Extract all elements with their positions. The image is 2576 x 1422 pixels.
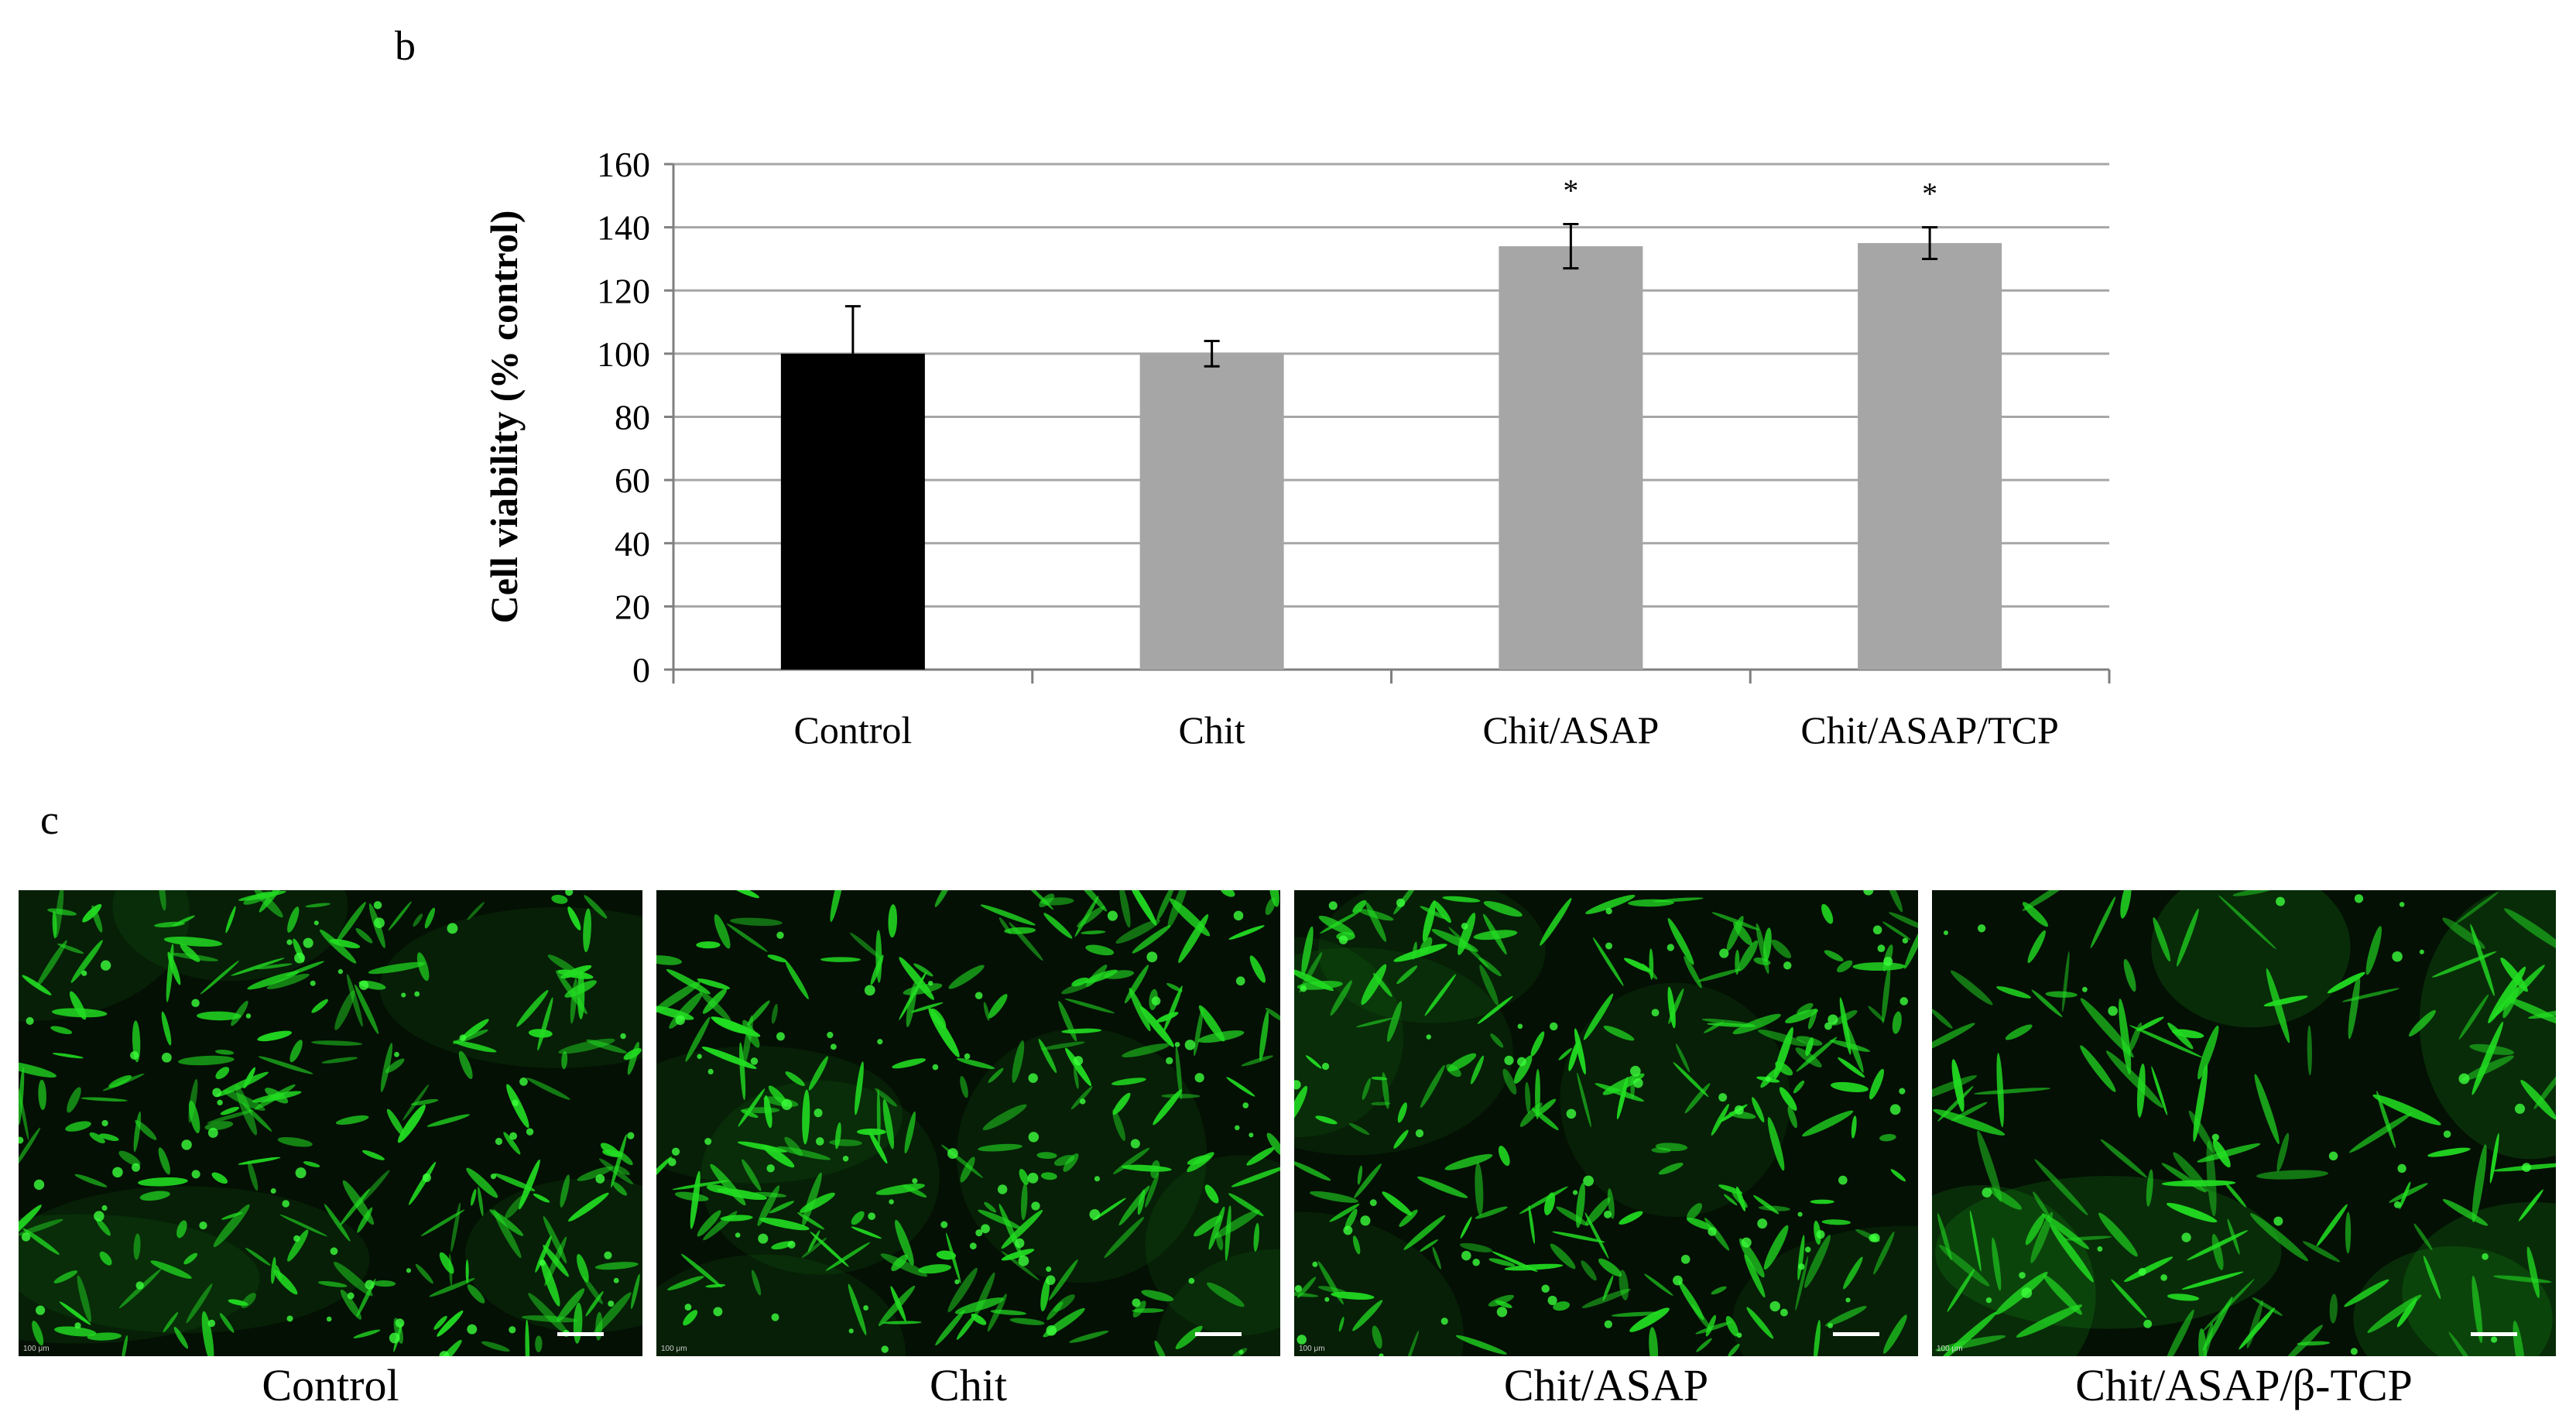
scale-text: 100 μm [1937, 1345, 1963, 1353]
y-tick-label: 40 [615, 524, 650, 564]
panel-label-b: b [395, 22, 416, 69]
y-axis-label: Cell viability (% control) [482, 211, 526, 624]
bar [780, 353, 925, 670]
category-label: Chit/ASAP/TCP [1800, 708, 2058, 752]
bar-chart: 0 20 40 60 80 100 120 140 160 Control Chit * Chit/AS… [482, 145, 2111, 752]
category-label: Chit [1179, 708, 1245, 752]
panel-label-c: c [40, 797, 59, 843]
micrograph-control: 100 μm [19, 890, 642, 1356]
micrograph-chit-asap-btcp: 100 μm [1932, 890, 2556, 1356]
bar [1858, 243, 2002, 670]
y-tick-label: 0 [632, 650, 650, 690]
micrograph-caption: Chit [930, 1360, 1007, 1410]
significance-mark: * [1563, 173, 1578, 208]
y-tick-label: 20 [615, 587, 650, 626]
y-tick-label: 80 [615, 398, 650, 437]
micrograph-chit-asap: 100 μm [1294, 890, 1918, 1356]
bar [1499, 246, 1643, 670]
fluorescent-cells [656, 890, 1280, 1356]
y-tick-label: 160 [597, 145, 650, 184]
y-tick-label: 120 [597, 271, 650, 310]
micrograph-caption: Chit/ASAP/β-TCP [2075, 1360, 2413, 1410]
fluorescent-cells [1932, 890, 2556, 1356]
scale-text: 100 μm [661, 1345, 687, 1353]
micrograph-caption: Control [262, 1360, 399, 1410]
scale-bar [1833, 1332, 1879, 1336]
scale-bar [557, 1332, 604, 1336]
scale-text: 100 μm [1299, 1345, 1325, 1353]
scale-bar [1195, 1332, 1242, 1336]
significance-mark: * [1922, 176, 1937, 211]
fluorescent-cells [19, 890, 642, 1356]
category-label: Chit/ASAP [1482, 708, 1659, 752]
fluorescent-cells [1294, 890, 1918, 1356]
scale-text: 100 μm [23, 1345, 50, 1353]
y-tick-label: 60 [615, 461, 650, 500]
scale-bar [2471, 1332, 2517, 1336]
y-tick-label: 100 [597, 334, 650, 374]
category-label: Control [793, 708, 912, 752]
micrograph-caption: Chit/ASAP [1503, 1360, 1709, 1410]
bar [1139, 353, 1284, 670]
y-tick-label: 140 [597, 208, 650, 248]
micrograph-chit: 100 μm [656, 890, 1280, 1356]
